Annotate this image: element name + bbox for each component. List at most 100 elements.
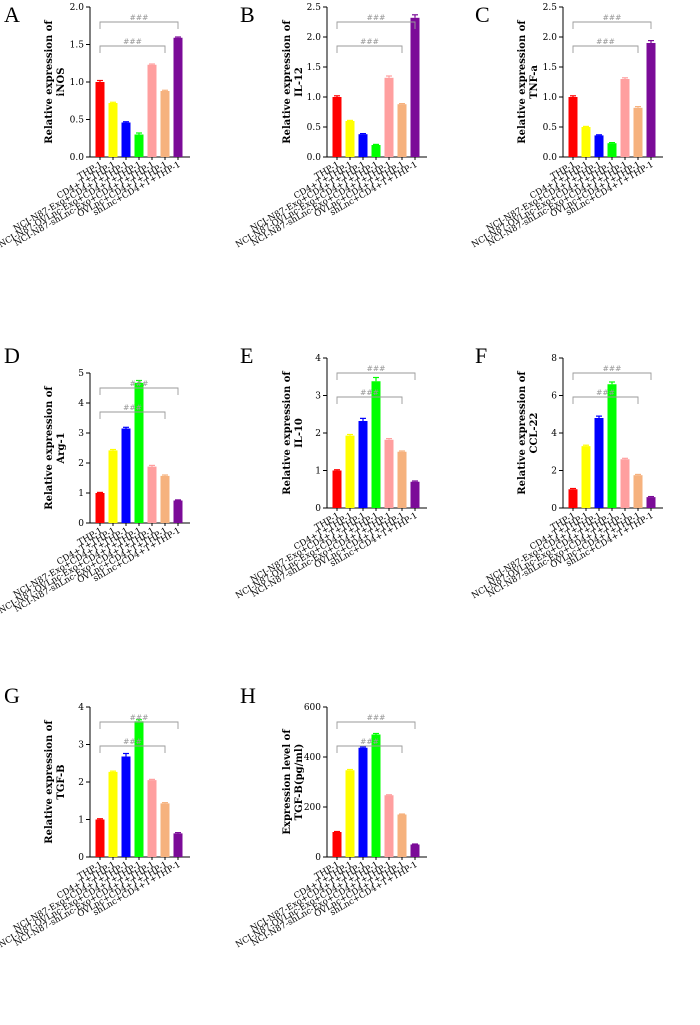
- panel-letter-b: B: [240, 2, 255, 27]
- bar: [108, 771, 118, 857]
- significance-label: ###: [130, 713, 149, 722]
- bar: [371, 381, 381, 508]
- significance-label: ###: [603, 13, 622, 22]
- significance-bracket: [99, 721, 179, 729]
- significance-label: ###: [360, 388, 379, 397]
- significance-bracket: [99, 411, 166, 419]
- y-tick-label: 1: [315, 467, 321, 477]
- y-tick-label: 1.0: [70, 78, 85, 88]
- bar: [384, 439, 394, 508]
- significance-label: ###: [596, 37, 615, 46]
- y-axis-label-f: Relative expression ofCCL-22: [517, 371, 540, 495]
- y-tick-label: 1.0: [307, 93, 322, 103]
- y-tick-label: 1: [78, 816, 84, 826]
- y-axis-label-h: Expression level ofTGF-B(pg/ml): [282, 729, 305, 835]
- y-axis-label-line: Relative expression of: [517, 20, 528, 144]
- significance-bracket: [572, 45, 639, 53]
- y-axis-label-b: Relative expression ofIL-12: [282, 20, 305, 144]
- y-axis-label-line: Relative expression of: [282, 20, 293, 144]
- significance-bracket: [99, 45, 166, 53]
- bar: [173, 37, 183, 157]
- significance-label: ###: [360, 737, 379, 746]
- y-tick-label: 3: [78, 741, 84, 751]
- significance-bracket: [99, 387, 179, 395]
- bar: [121, 756, 131, 857]
- bar: [620, 459, 630, 508]
- bar: [121, 122, 131, 157]
- bar: [345, 770, 355, 857]
- significance-bracket: [336, 745, 403, 753]
- y-axis-label-line: Arg-1: [56, 432, 67, 464]
- bar: [147, 466, 157, 523]
- panel-letter-a: A: [4, 2, 20, 27]
- bar: [108, 450, 118, 523]
- significance-label: ###: [130, 13, 149, 22]
- panel-letter-h: H: [240, 683, 256, 708]
- bar: [345, 121, 355, 157]
- bar: [332, 470, 342, 508]
- y-axis-label-line: CCL-22: [529, 412, 540, 453]
- y-axis-label-line: IL-10: [294, 418, 305, 448]
- significance-label: ###: [367, 364, 386, 373]
- y-tick-label: 1.5: [70, 41, 85, 51]
- significance-label: ###: [123, 37, 142, 46]
- significance-label: ###: [603, 364, 622, 373]
- y-axis-label-line: Relative expression of: [517, 371, 528, 495]
- panel-h: H Expression level ofTGF-B(pg/ml) 0 200 400 6…: [234, 683, 427, 950]
- y-tick-label: 2.5: [307, 3, 322, 13]
- bar: [410, 17, 420, 157]
- y-tick-label: 600: [304, 703, 321, 713]
- y-tick-label: 400: [304, 753, 321, 763]
- y-tick-label: 5: [78, 369, 84, 379]
- y-tick-label: 8: [551, 354, 557, 364]
- bar: [646, 497, 656, 508]
- y-tick-label: 2.5: [543, 3, 558, 13]
- y-tick-label: 4: [551, 429, 557, 439]
- bar: [371, 734, 381, 857]
- bar: [581, 446, 591, 508]
- y-tick-label: 1.5: [307, 63, 322, 73]
- y-tick-label: 1.5: [543, 63, 558, 73]
- y-tick-label: 0.0: [70, 153, 85, 163]
- y-axis-label-line: iNOS: [56, 68, 67, 97]
- y-tick-label: 0.0: [543, 153, 558, 163]
- y-tick-label: 200: [304, 803, 321, 813]
- bar: [160, 475, 170, 523]
- y-axis-label-line: IL-12: [294, 67, 305, 97]
- bar: [147, 780, 157, 857]
- bar: [581, 127, 591, 157]
- y-tick-label: 2.0: [543, 33, 558, 43]
- y-axis-label-line: TNF-a: [529, 65, 540, 99]
- significance-bracket: [99, 21, 179, 29]
- y-axis-label-line: Expression level of: [282, 729, 293, 835]
- bar: [410, 844, 420, 857]
- bar: [594, 418, 604, 508]
- panel-letter-c: C: [475, 2, 490, 27]
- y-axis-label-line: Relative expression of: [44, 386, 55, 510]
- significance-label: ###: [123, 737, 142, 746]
- bar: [160, 91, 170, 157]
- panel-letter-g: G: [4, 683, 20, 708]
- bar: [594, 135, 604, 157]
- significance-bracket: [336, 396, 403, 404]
- bar: [160, 803, 170, 857]
- bar: [384, 795, 394, 857]
- bar: [345, 435, 355, 508]
- bar: [173, 833, 183, 857]
- significance-label: ###: [130, 379, 149, 388]
- significance-bracket: [572, 396, 639, 404]
- significance-label: ###: [360, 37, 379, 46]
- bar: [646, 43, 656, 157]
- significance-bracket: [336, 21, 416, 29]
- bar: [134, 721, 144, 857]
- bar: [358, 747, 368, 857]
- panel-letter-e: E: [240, 343, 253, 368]
- bar: [108, 103, 118, 157]
- bar: [568, 489, 578, 508]
- panel-letter-f: F: [475, 343, 487, 368]
- y-axis-label-e: Relative expression ofIL-10: [282, 371, 305, 495]
